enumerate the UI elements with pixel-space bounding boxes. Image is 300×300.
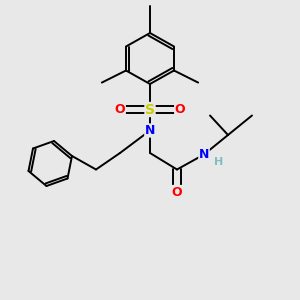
Text: S: S	[145, 103, 155, 116]
Text: O: O	[175, 103, 185, 116]
Text: H: H	[214, 157, 224, 167]
Text: O: O	[115, 103, 125, 116]
Text: N: N	[145, 124, 155, 137]
Text: O: O	[172, 185, 182, 199]
Text: N: N	[199, 148, 209, 161]
